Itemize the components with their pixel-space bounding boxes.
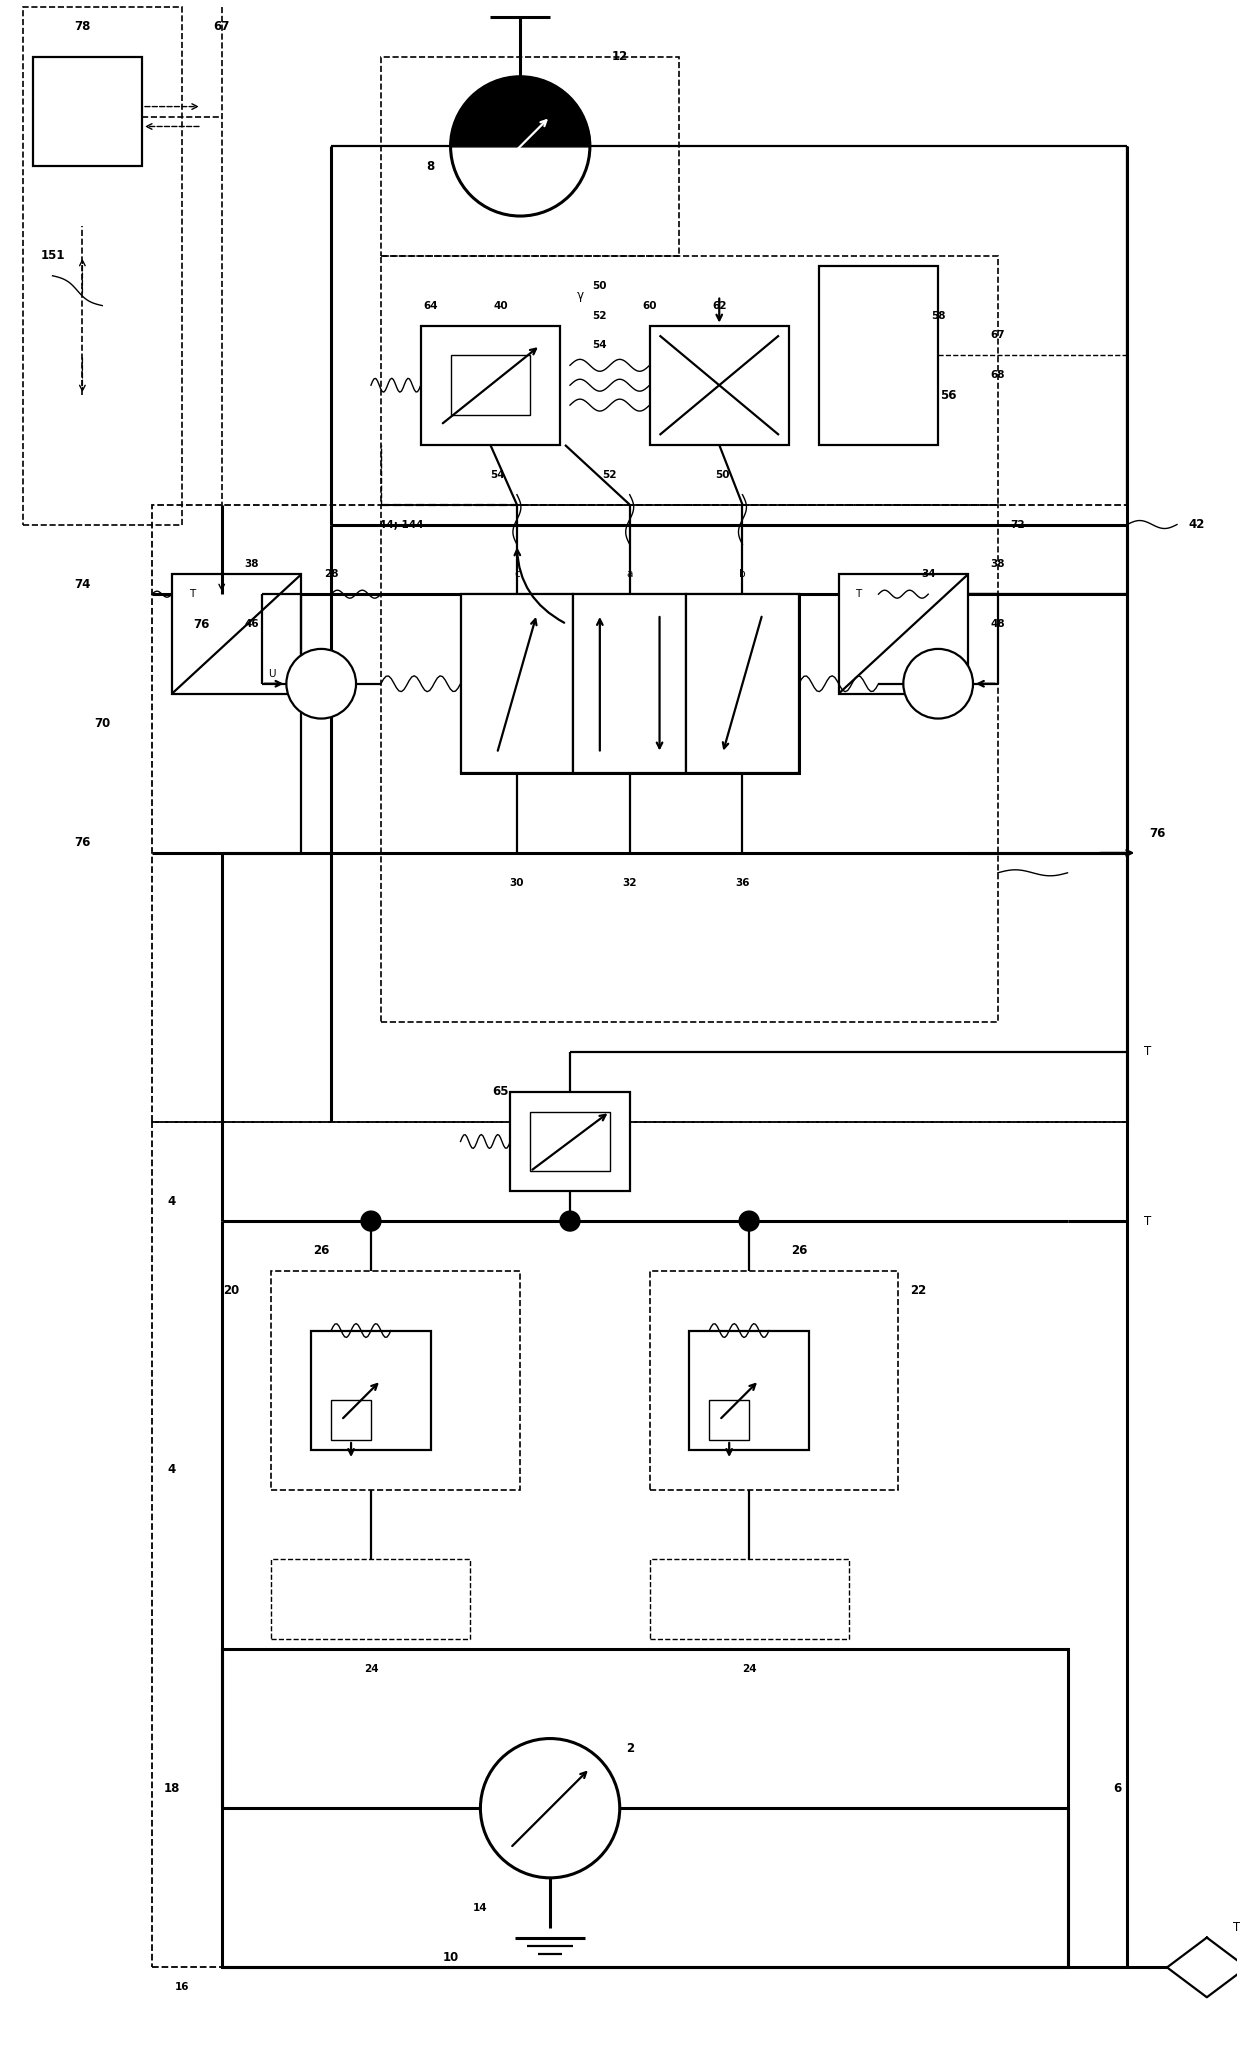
Text: 44; 144: 44; 144 [378,520,423,530]
Text: 48: 48 [991,620,1006,630]
Text: 40: 40 [494,300,507,311]
Text: 18: 18 [164,1782,180,1794]
Text: 4: 4 [167,1196,176,1208]
Text: 8: 8 [427,160,435,172]
Text: 76: 76 [1149,827,1166,839]
Text: 26: 26 [791,1245,807,1258]
Text: 52: 52 [593,311,608,321]
Text: 38: 38 [244,559,259,570]
Bar [460,595,573,773]
Bar [511,1092,630,1191]
Circle shape [361,1212,381,1231]
Text: 14: 14 [474,1902,487,1912]
Text: 56: 56 [940,390,956,402]
Bar [272,1270,521,1490]
Text: 64: 64 [423,300,438,311]
Text: 16: 16 [175,1983,190,1993]
Text: 22: 22 [910,1285,926,1297]
Text: 58: 58 [931,311,945,321]
Text: 36: 36 [735,879,750,887]
Text: 2: 2 [626,1743,634,1755]
Text: 70: 70 [94,717,110,729]
Circle shape [560,1212,580,1231]
Bar [531,1111,610,1171]
Text: T: T [188,588,195,599]
Text: 68: 68 [991,371,1006,381]
Bar [838,574,968,694]
Text: 28: 28 [324,570,339,580]
Text: T: T [1143,1046,1151,1059]
Text: 32: 32 [622,879,637,887]
Text: T: T [1233,1921,1240,1933]
Text: 20: 20 [223,1285,239,1297]
Bar [650,325,789,445]
Text: 24: 24 [742,1664,756,1674]
Text: 24: 24 [363,1664,378,1674]
Bar [381,56,680,255]
Text: 12: 12 [611,50,627,64]
Bar [420,325,560,445]
Text: U: U [268,669,275,680]
Circle shape [903,649,973,719]
Bar [689,1330,808,1450]
Text: 42: 42 [1189,518,1205,530]
Bar [272,1560,470,1639]
Bar [153,506,1127,1121]
Text: T: T [1143,1214,1151,1227]
Bar [818,265,939,445]
Text: 26: 26 [312,1245,330,1258]
Bar [222,1649,1068,1968]
Text: 50: 50 [715,470,730,481]
Bar [573,595,686,773]
Text: 4: 4 [167,1463,176,1477]
Bar [32,56,143,166]
Text: 30: 30 [510,879,525,887]
Bar [450,356,531,414]
Bar [153,1121,1127,1968]
Text: 74: 74 [74,578,91,591]
Text: b: b [739,570,745,580]
Text: 76: 76 [193,617,210,630]
Text: 67: 67 [991,329,1006,340]
Text: 76: 76 [74,837,91,850]
Text: T: T [856,588,862,599]
Text: 52: 52 [603,470,618,481]
Circle shape [286,649,356,719]
Text: 72: 72 [1011,520,1025,530]
Text: 60: 60 [642,300,657,311]
Bar [331,1401,371,1440]
Text: 54: 54 [490,470,505,481]
Text: 65: 65 [492,1086,508,1098]
Bar [686,595,799,773]
Bar [460,595,799,773]
Bar [381,506,998,1021]
Text: 50: 50 [593,280,608,290]
Bar [22,6,182,524]
Bar [381,255,998,506]
Text: U: U [935,669,942,680]
Text: 62: 62 [712,300,727,311]
Bar [650,1560,848,1639]
Text: c: c [515,570,520,580]
Bar [650,1270,898,1490]
Text: 54: 54 [593,340,608,350]
Text: 34: 34 [921,570,935,580]
Circle shape [480,1738,620,1877]
Circle shape [739,1212,759,1231]
Bar [709,1401,749,1440]
Bar [172,574,301,694]
Text: 6: 6 [1114,1782,1121,1794]
Text: γ: γ [577,290,584,303]
Text: a: a [626,570,632,580]
Text: 67: 67 [213,21,229,33]
Circle shape [450,77,590,215]
Bar [311,1330,430,1450]
Text: 10: 10 [443,1952,459,1964]
Text: 46: 46 [244,620,259,630]
Text: 38: 38 [991,559,1006,570]
Text: 151: 151 [40,249,64,263]
Text: 78: 78 [74,21,91,33]
